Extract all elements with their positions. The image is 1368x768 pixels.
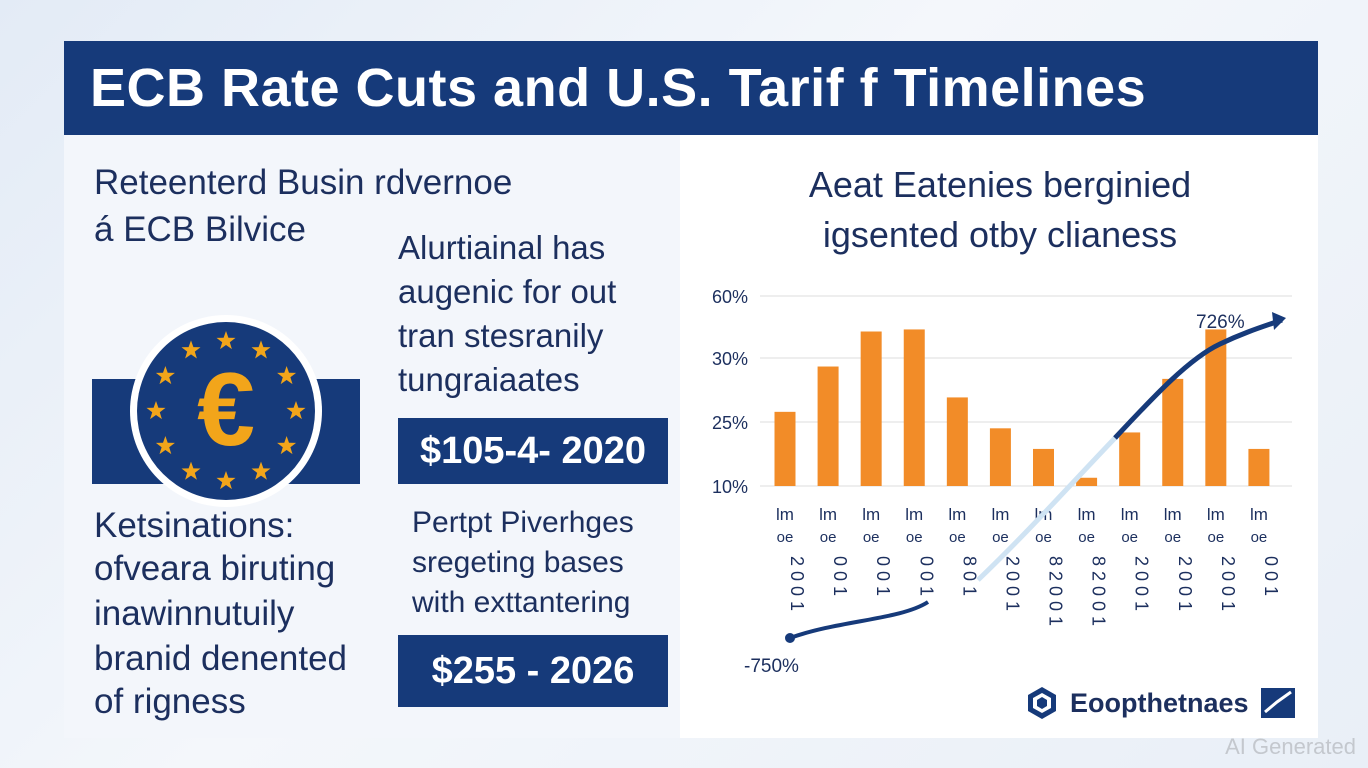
star-icon [286, 401, 306, 420]
bar [1119, 432, 1141, 486]
star-icon [155, 366, 175, 385]
bar [817, 366, 839, 486]
x-tick-year: 0 0 1 [1261, 556, 1281, 596]
x-tick-year: 8 0 1 [959, 556, 979, 596]
x-tick-year: 0 0 1 [916, 556, 936, 596]
x-tick-label: lm [1121, 505, 1139, 524]
left-bottom-line-2: ofveara biruting [94, 549, 336, 588]
x-tick-sublabel: oe [1078, 529, 1095, 546]
left-bottom-line-3: inawinnutuily [94, 594, 295, 633]
star-icon [216, 331, 236, 350]
bar-chart: 60% 30% 25% 10% lm oe 2 0 0 1 lm oe 0 0 1 lm oe 0 0 … [712, 287, 1292, 677]
y-tick-label: 25% [712, 413, 748, 433]
price-badge-1: $105-4- 2020 [398, 418, 668, 484]
hexagon-logo-icon [1028, 687, 1056, 719]
trend-line-middle [976, 436, 1117, 582]
bar [1248, 448, 1270, 486]
svg-text:€: € [197, 352, 255, 468]
x-tick-label: lm [1164, 505, 1182, 524]
y-tick-label: 60% [712, 287, 748, 307]
left-bottom-line-4: branid denented [94, 639, 347, 678]
middle-body-line-2: sregeting bases [412, 546, 624, 579]
bar [1162, 378, 1184, 486]
trend-line-end [1113, 317, 1283, 440]
brand-logo: Eoopthetnaes [1024, 685, 1295, 721]
y-tick-label: 30% [712, 349, 748, 369]
x-tick-sublabel: oe [1207, 529, 1224, 546]
bar [946, 397, 968, 486]
x-tick-label: lm [1207, 505, 1225, 524]
x-tick-year: 2 0 0 1 [1175, 556, 1195, 611]
x-tick-sublabel: oe [777, 529, 794, 546]
bar [860, 331, 882, 486]
middle-heading-line-2: augenic for out [398, 273, 617, 310]
star-icon [251, 340, 271, 359]
middle-body-line-3: with exttantering [412, 586, 631, 619]
infographic-card: ECB Rate Cuts and U.S. Tarif f Timelines… [64, 41, 1318, 738]
middle-heading-line-3: tran stesranily [398, 317, 604, 354]
logo-text: Eoopthetnaes [1070, 687, 1249, 718]
x-tick-label: lm [1250, 505, 1268, 524]
left-heading-line-1: Reteenterd Busin rdvernoe [94, 163, 513, 202]
x-tick-year: 2 0 0 1 [787, 556, 807, 611]
x-tick-sublabel: oe [863, 529, 880, 546]
star-icon [146, 401, 166, 420]
trend-start-label: -750% [744, 656, 799, 677]
trend-arrow-head [1272, 312, 1286, 330]
price-badge-2: $255 - 2026 [398, 635, 668, 707]
x-tick-year: 8 2 0 0 1 [1046, 556, 1066, 626]
title-banner: ECB Rate Cuts and U.S. Tarif f Timelines [64, 41, 1318, 135]
trend-end-label: 726% [1196, 312, 1245, 333]
left-bottom-line-5: of rigness [94, 682, 246, 721]
middle-heading-line-4: tungraiaates [398, 361, 580, 398]
x-tick-year: 2 0 0 1 [1002, 556, 1022, 611]
x-tick-year: 2 0 0 1 [1132, 556, 1152, 611]
x-tick-year: 8 2 0 0 1 [1089, 556, 1109, 626]
middle-heading-line-1: Alurtiainal has [398, 229, 606, 266]
star-icon [251, 461, 271, 480]
chart-title-line-1: Aeat Eatenies berginied [808, 164, 1192, 205]
x-tick-sublabel: oe [949, 529, 966, 546]
x-tick-year: 0 0 1 [873, 556, 893, 596]
x-tick-sublabel: oe [906, 529, 923, 546]
euro-emblem-icon: € [130, 315, 322, 507]
x-tick-label: lm [905, 505, 923, 524]
bar [1205, 329, 1227, 486]
chart-logo-icon [1260, 688, 1295, 718]
chart-title-line-2: igsented otby clianess [822, 214, 1178, 255]
left-heading-line-2: á ECB Bilvice [94, 210, 307, 249]
bar [1076, 477, 1098, 486]
x-tick-sublabel: oe [820, 529, 837, 546]
x-tick-sublabel: oe [1251, 529, 1268, 546]
x-tick-label: lm [948, 505, 966, 524]
x-tick-label: lm [862, 505, 880, 524]
star-icon [181, 340, 201, 359]
bar [774, 411, 796, 486]
bar [989, 428, 1011, 486]
left-bottom-line-1: Ketsinations: [94, 506, 295, 545]
ai-generated-watermark: AI Generated [1225, 734, 1356, 759]
bar [903, 329, 925, 486]
star-icon [181, 461, 201, 480]
trend-start-point [785, 633, 795, 643]
trend-line-start [789, 600, 930, 640]
x-tick-label: lm [819, 505, 837, 524]
x-tick-sublabel: oe [1035, 529, 1052, 546]
y-tick-label: 10% [712, 477, 748, 497]
bar [1033, 448, 1054, 486]
x-tick-label: lm [776, 505, 794, 524]
x-tick-label: lm [991, 505, 1009, 524]
x-tick-sublabel: oe [1121, 529, 1138, 546]
x-tick-label: lm [1078, 505, 1096, 524]
x-tick-year: 0 0 1 [830, 556, 850, 596]
x-tick-year: 2 0 0 1 [1218, 556, 1238, 611]
star-icon [216, 471, 236, 490]
star-icon [277, 366, 297, 385]
x-tick-sublabel: oe [1164, 529, 1181, 546]
middle-body-line-1: Pertpt Piverhges [412, 506, 634, 539]
star-icon [155, 436, 175, 455]
page-title: ECB Rate Cuts and U.S. Tarif f Timelines [90, 58, 1147, 118]
star-icon [277, 436, 297, 455]
x-tick-sublabel: oe [992, 529, 1009, 546]
